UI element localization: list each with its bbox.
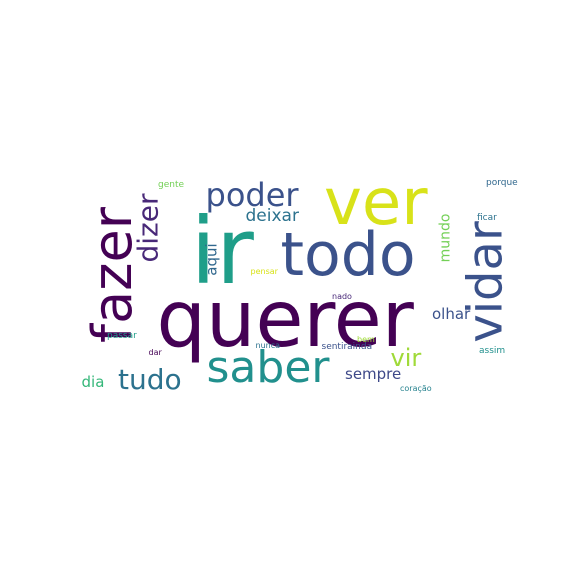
word-ficar: ficar [477, 212, 497, 223]
word-coracao: coração [400, 384, 432, 393]
word-nunca: nunca [255, 341, 281, 350]
word-gente: gente [158, 179, 185, 190]
word-ver: ver [324, 166, 428, 240]
word-assim: assim [479, 345, 506, 356]
word-dizer: dizer [131, 193, 164, 263]
word-vir: vir [390, 344, 422, 372]
word-aqui: aqui [202, 242, 221, 276]
word-querer: querer [156, 275, 414, 365]
word-nado: nado [332, 292, 352, 301]
word-bem: bem [357, 335, 375, 344]
word-tudo: tudo [118, 363, 182, 396]
word-ir: ir [190, 198, 254, 305]
word-pensar: pensar [250, 267, 278, 276]
word-dia: dia [81, 372, 105, 391]
word-sempre: sempre [345, 364, 402, 383]
word-todo: todo [280, 220, 416, 290]
word-vidar: vidar [457, 221, 514, 343]
word-poder: poder [205, 176, 299, 214]
word-olhar: olhar [432, 304, 471, 323]
word-dar: dar [148, 348, 162, 357]
word-deixar: deixar [245, 205, 299, 226]
word-sentirainda: sentirainda [321, 341, 373, 352]
word-porque: porque [486, 177, 518, 188]
word-mundo: mundo [436, 213, 453, 263]
word-saber: saber [206, 342, 330, 393]
word-passar: passar [107, 330, 137, 341]
